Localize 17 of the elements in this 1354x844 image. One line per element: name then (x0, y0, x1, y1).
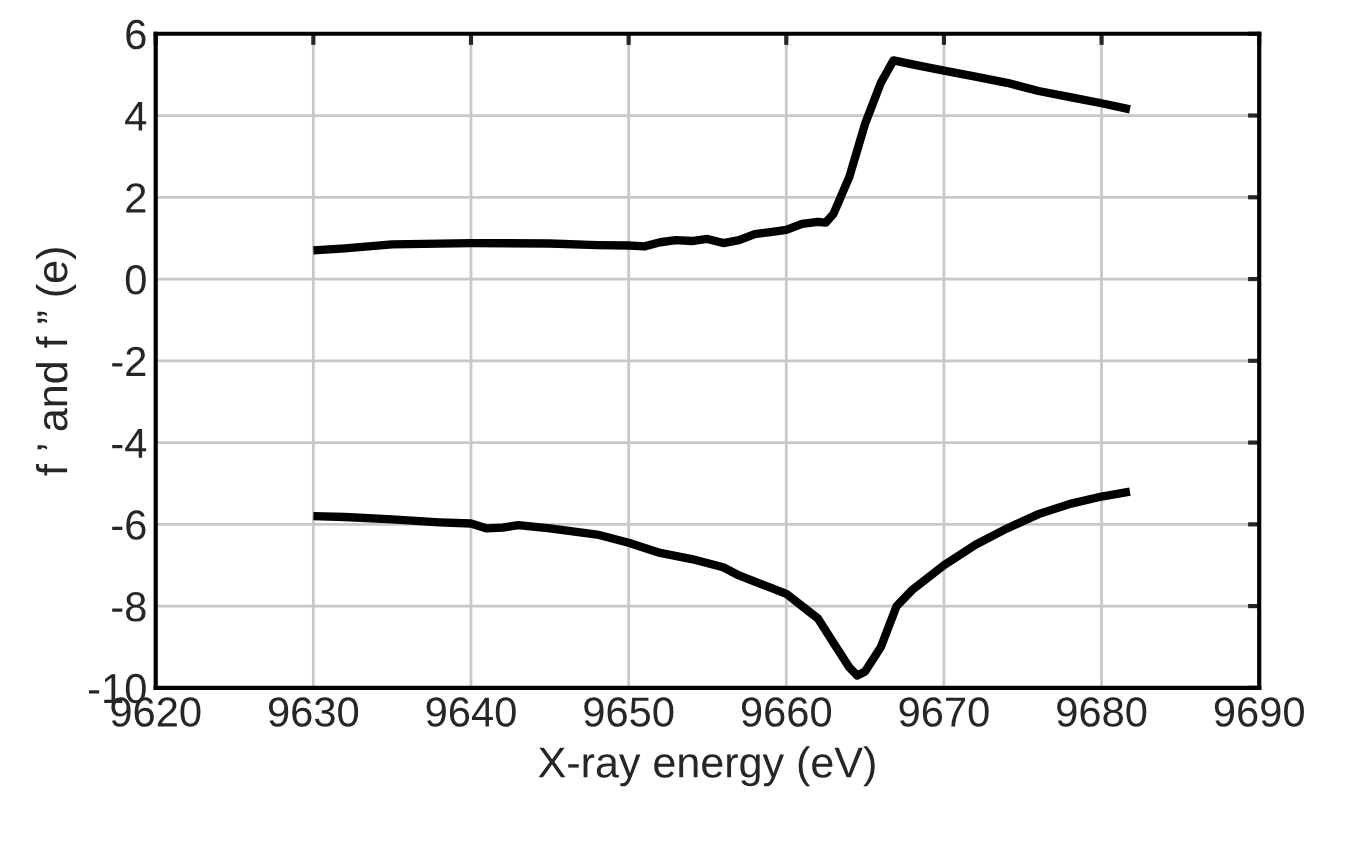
x-tick-label: 9650 (584, 697, 674, 727)
x-tick-label: 9630 (268, 697, 359, 727)
x-tick-label: 9640 (426, 697, 516, 727)
x-axis-title: X-ray energy (eV) (538, 746, 875, 787)
y-tick-label: 4 (125, 101, 147, 131)
y-tick-label: -8 (112, 592, 146, 622)
y-axis-title: f ’ and f ” (e) (35, 248, 77, 476)
x-tick-label: 9670 (899, 697, 989, 727)
x-tick-label: 9680 (1057, 697, 1147, 727)
x-tick-label: 9690 (1214, 697, 1304, 727)
x-tick-label: 9660 (741, 697, 832, 727)
y-tick-label: 2 (126, 183, 146, 213)
y-tick-label: -6 (112, 510, 146, 540)
y-tick-label: 0 (125, 265, 146, 295)
y-tick-label: -2 (112, 346, 146, 376)
y-tick-label: 6 (126, 19, 146, 50)
y-tick-label: -4 (112, 429, 147, 458)
